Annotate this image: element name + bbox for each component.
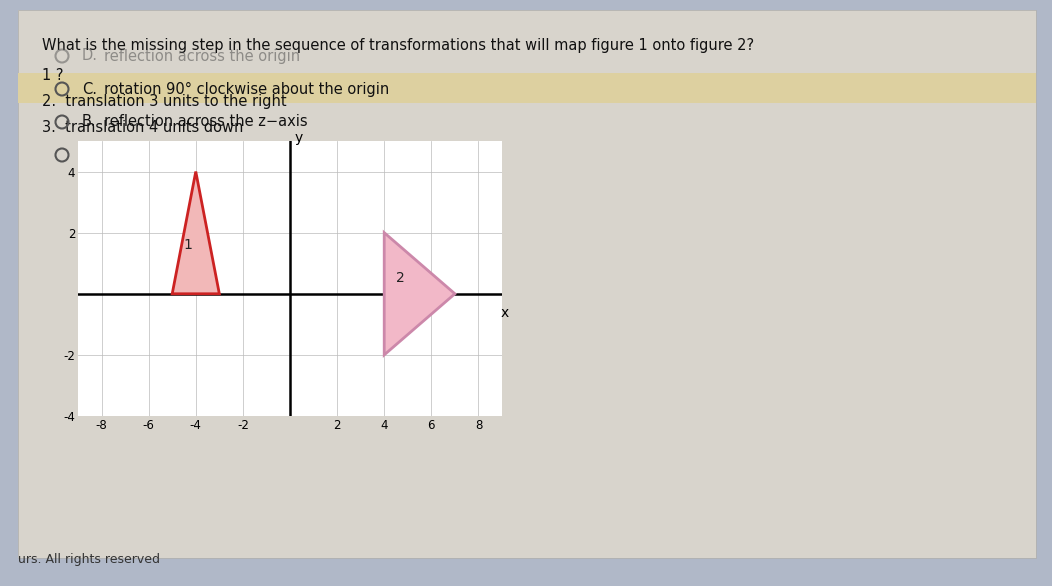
Text: C.: C. <box>82 81 97 97</box>
Text: 1 ?: 1 ? <box>42 68 63 83</box>
Text: urs. All rights reserved: urs. All rights reserved <box>18 553 160 566</box>
Text: y: y <box>295 131 303 145</box>
Text: reflection across the z−axis: reflection across the z−axis <box>104 114 307 130</box>
Text: D.: D. <box>82 49 98 63</box>
Text: rotation 270° clockwise about the origin: rotation 270° clockwise about the origin <box>104 148 399 162</box>
Text: 3.  translation 4 units down: 3. translation 4 units down <box>42 120 243 135</box>
Text: reflection across the origin: reflection across the origin <box>104 49 300 63</box>
Text: 2: 2 <box>397 271 405 285</box>
Text: rotation 90° clockwise about the origin: rotation 90° clockwise about the origin <box>104 81 389 97</box>
Text: What is the missing step in the sequence of transformations that will map figure: What is the missing step in the sequence… <box>42 38 754 53</box>
Bar <box>18 73 1036 103</box>
Text: 1: 1 <box>183 238 191 252</box>
Polygon shape <box>384 233 454 355</box>
Text: A.: A. <box>82 148 97 162</box>
Text: B.: B. <box>82 114 97 130</box>
Polygon shape <box>173 172 219 294</box>
Text: 2.  translation 3 units to the right: 2. translation 3 units to the right <box>42 94 286 109</box>
Text: x: x <box>501 306 508 320</box>
